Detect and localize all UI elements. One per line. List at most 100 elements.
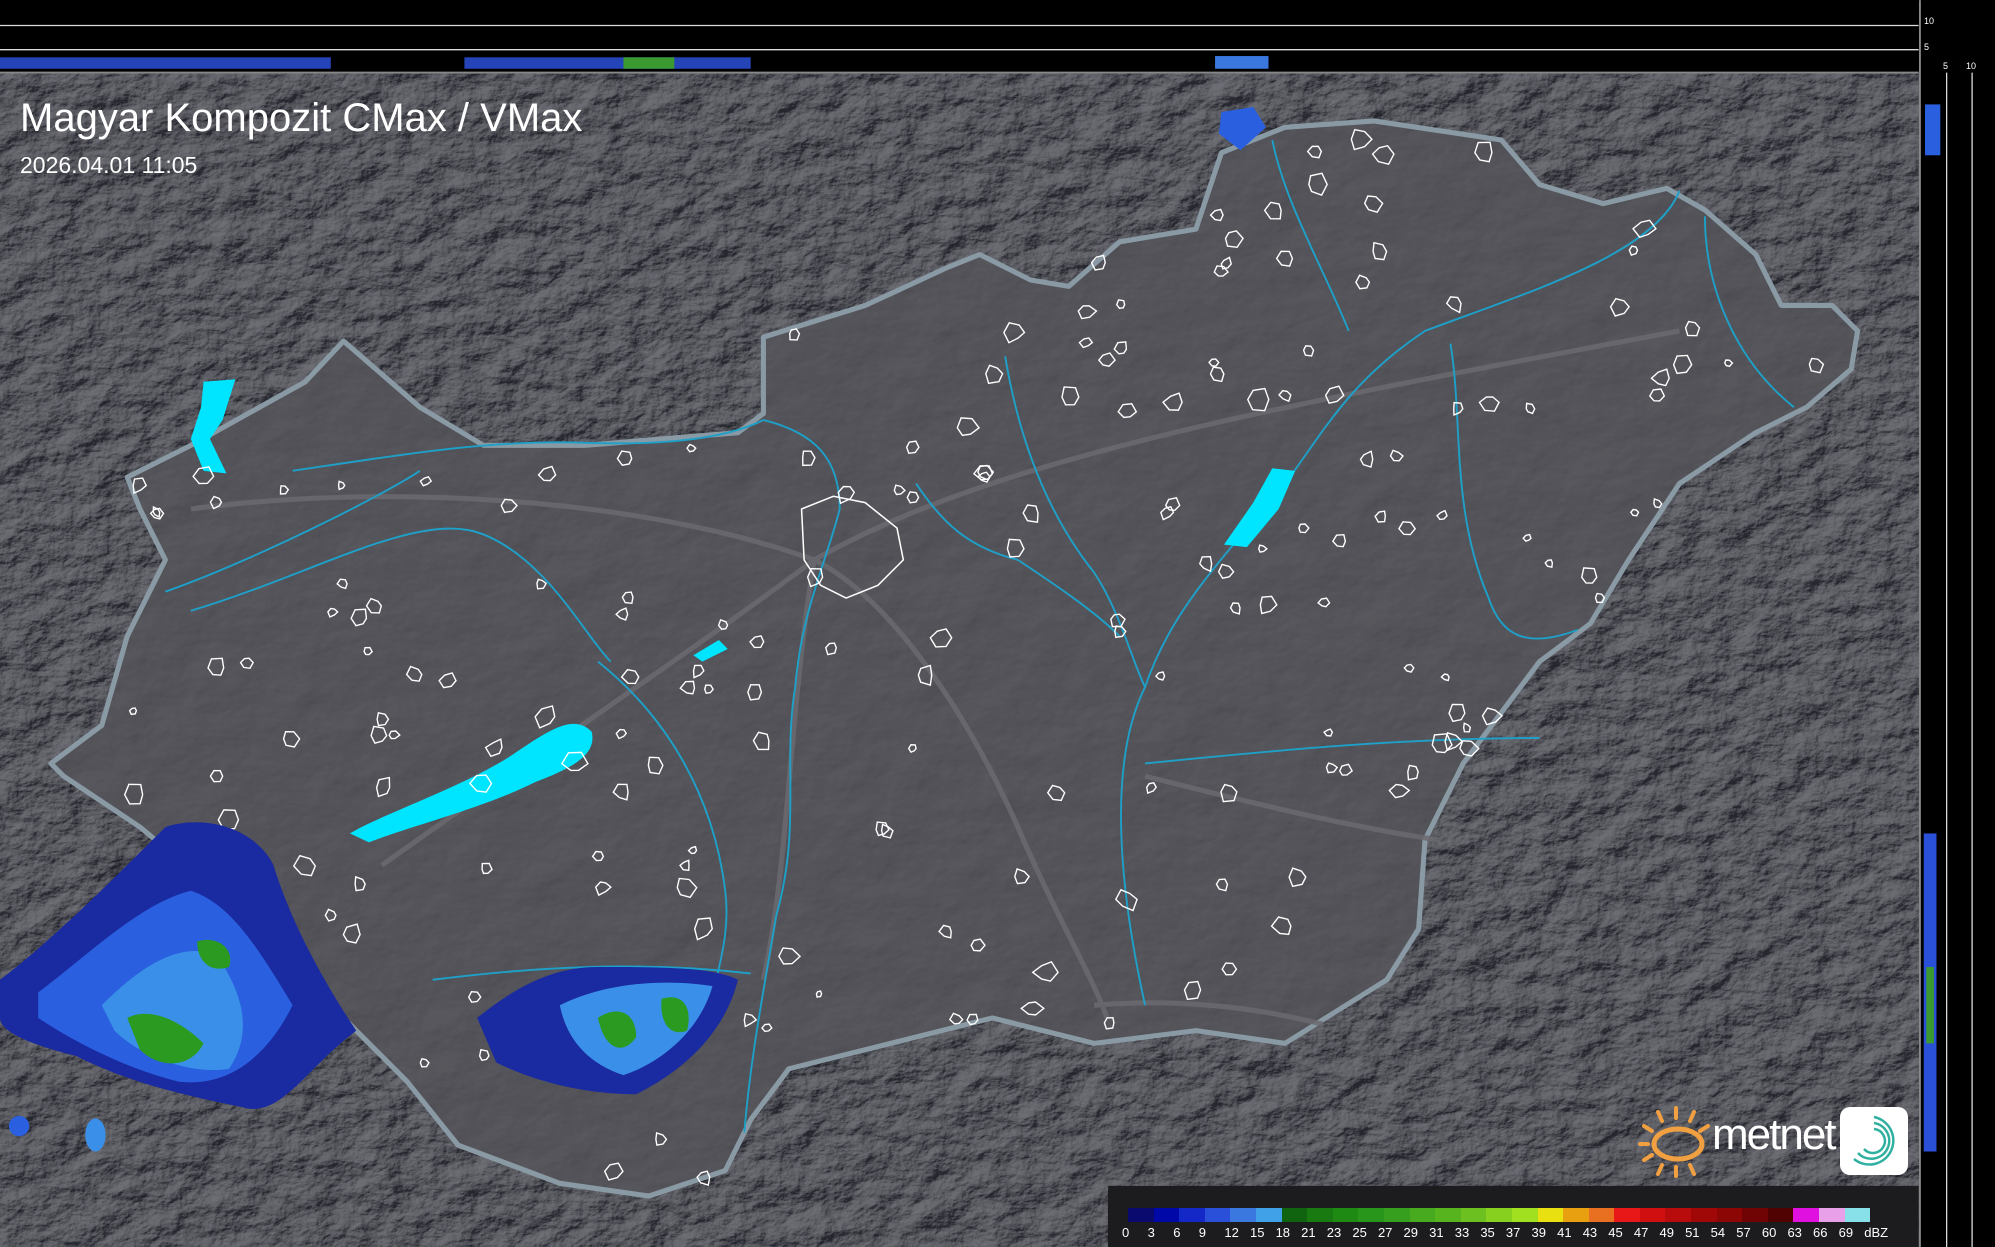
town-outline [534, 705, 556, 729]
town-outline [1372, 241, 1388, 261]
town-outline [907, 744, 917, 754]
legend-color-swatch [1204, 1208, 1231, 1222]
town-outline [1632, 219, 1657, 239]
town-outline [336, 578, 348, 590]
legend-color-swatch [1409, 1208, 1436, 1222]
town-outline [149, 507, 165, 520]
radar-echo-south [477, 967, 738, 1095]
town-outline [761, 1023, 773, 1033]
legend-color-swatch [1665, 1208, 1692, 1222]
legend-unit: dBZ [1864, 1225, 1889, 1240]
town-outline [1363, 195, 1384, 213]
town-outlines [123, 128, 1825, 1186]
town-outline [696, 1170, 711, 1186]
top-profile-echo [623, 57, 675, 69]
town-outline [1808, 357, 1825, 374]
town-outline [802, 450, 816, 467]
town-outline [956, 417, 981, 437]
legend-color-swatch [1460, 1208, 1487, 1222]
town-outline [1006, 538, 1025, 558]
town-outline [481, 862, 493, 875]
town-outline [207, 657, 225, 676]
town-outline [1263, 201, 1282, 220]
legend-label: 51 [1685, 1225, 1700, 1240]
town-outline [985, 364, 1004, 385]
town-outline [1213, 265, 1230, 277]
legend-label: 54 [1710, 1225, 1726, 1240]
legend-color-swatch [1793, 1208, 1820, 1222]
hungary-country [48, 118, 1861, 1199]
legend-color-swatch [1691, 1208, 1717, 1222]
town-outline [938, 924, 952, 939]
town-outline [1278, 389, 1292, 403]
town-outline [468, 774, 493, 793]
town-outline [1154, 671, 1166, 681]
town-outline [1061, 386, 1080, 406]
town-outline [612, 783, 629, 801]
town-outline [676, 877, 698, 899]
town-outline [1445, 296, 1462, 314]
town-outline [789, 328, 801, 341]
town-outline [1003, 322, 1026, 344]
town-outline [1275, 250, 1294, 267]
town-outline [603, 1162, 624, 1181]
town-outline [1208, 358, 1220, 367]
legend-label: 63 [1787, 1225, 1802, 1240]
legend-label: 25 [1352, 1225, 1367, 1240]
side-axis-tick: 5 [1943, 61, 1949, 71]
town-outline [1259, 595, 1278, 615]
town-outline [132, 477, 148, 495]
town-outline [192, 466, 215, 485]
town-outline [1257, 544, 1268, 553]
town-outline [917, 664, 933, 686]
town-outline [615, 607, 629, 621]
town-outline [1317, 597, 1331, 608]
town-outline [1164, 496, 1181, 511]
legend-label: 60 [1761, 1225, 1777, 1240]
town-outline [679, 680, 696, 695]
radar-echo-southwest [0, 822, 357, 1152]
town-outline [1146, 782, 1157, 795]
legend-label: 35 [1480, 1225, 1495, 1240]
town-outline [749, 635, 765, 649]
town-outline [1359, 450, 1374, 468]
legend-label: 33 [1454, 1225, 1470, 1240]
road [1144, 773, 1439, 843]
town-outline [342, 923, 361, 944]
town-outline [1672, 354, 1693, 375]
town-outline [778, 947, 802, 965]
metnet-sun-icon [1638, 1106, 1710, 1178]
town-outline [438, 672, 457, 689]
road [190, 494, 816, 563]
metnet-swirl-logo-icon [1840, 1107, 1908, 1175]
legend-label: 9 [1198, 1225, 1207, 1240]
town-outline [692, 664, 705, 679]
legend-label: 41 [1557, 1225, 1572, 1240]
lake-tisza [1223, 468, 1296, 548]
town-outline [1097, 352, 1116, 367]
town-outline [1077, 305, 1098, 320]
town-outline [948, 1012, 964, 1025]
town-outline [1436, 509, 1448, 521]
town-outline [620, 668, 640, 685]
town-outline [1448, 703, 1466, 723]
town-outline [1031, 960, 1059, 982]
legend-label: 43 [1582, 1225, 1598, 1240]
town-outline [647, 756, 664, 775]
town-outline [1115, 299, 1126, 309]
legend-color-swatch [1230, 1208, 1256, 1222]
legend-label: 3 [1147, 1225, 1155, 1240]
town-outline [1389, 449, 1404, 462]
town-outline [1220, 783, 1238, 803]
town-outline [1020, 1001, 1045, 1016]
town-outline [1522, 533, 1532, 542]
town-outline [1332, 533, 1347, 548]
town-outline [1288, 867, 1307, 888]
town-outline [500, 498, 518, 514]
town-outline [209, 495, 223, 510]
town-outline [1544, 559, 1554, 568]
town-outline [419, 475, 433, 487]
town-outline [905, 440, 920, 455]
town-outline [591, 850, 605, 862]
